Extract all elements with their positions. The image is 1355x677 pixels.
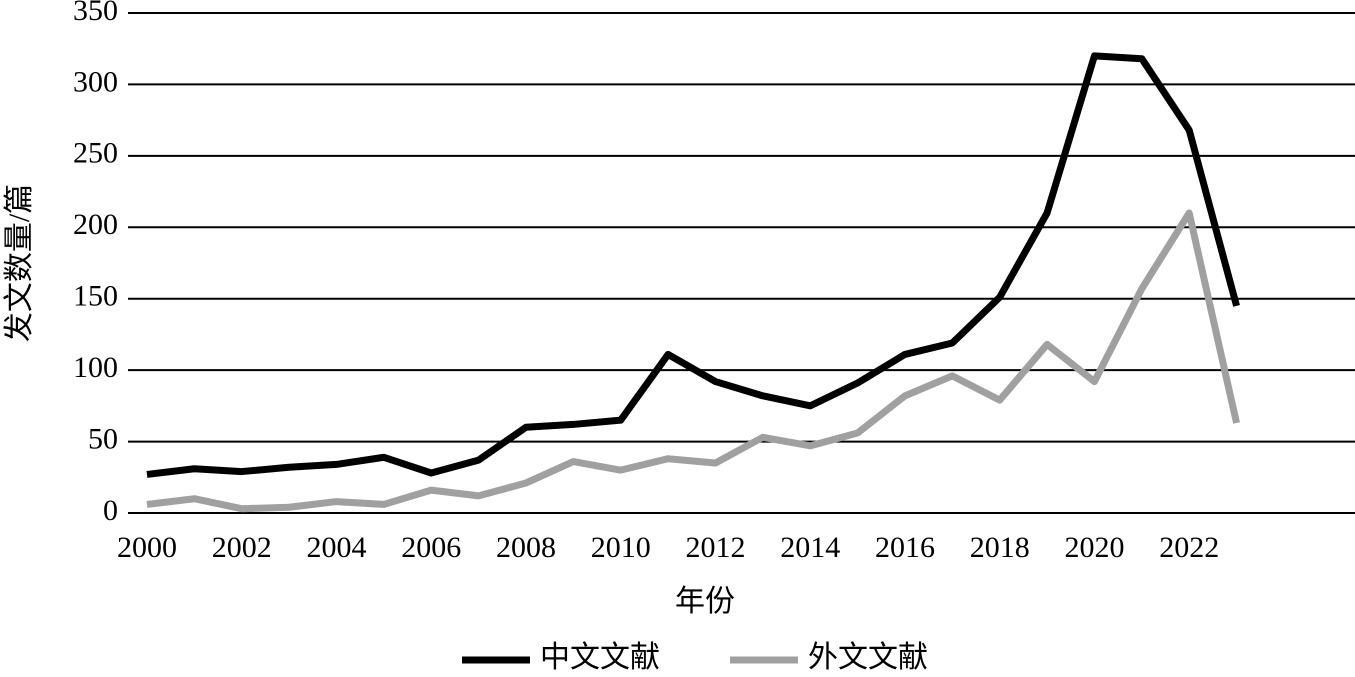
y-tick-label: 250 [73, 137, 118, 170]
legend-label: 外文文献 [808, 641, 928, 674]
y-tick-label: 0 [103, 494, 118, 527]
data-line [146, 52, 1240, 478]
x-tick-label: 2004 [306, 531, 366, 564]
legend-label: 中文文献 [540, 641, 660, 674]
x-tick-label: 2000 [117, 531, 177, 564]
x-tick-label: 2016 [875, 531, 935, 564]
x-tick-label: 2022 [1159, 531, 1219, 564]
x-tick-label: 2018 [970, 531, 1030, 564]
x-tick-label: 2010 [591, 531, 651, 564]
y-tick-label: 100 [73, 351, 118, 384]
x-tick-label: 2020 [1064, 531, 1124, 564]
x-axis-label: 年份 [675, 585, 735, 618]
x-tick-label: 2012 [685, 531, 745, 564]
y-tick-label: 50 [88, 422, 118, 455]
y-tick-label: 300 [73, 65, 118, 98]
x-tick-label: 2006 [401, 531, 461, 564]
x-tick-label: 2014 [780, 531, 840, 564]
x-tick-label: 2008 [496, 531, 556, 564]
data-line [146, 209, 1240, 513]
x-tick-label: 2002 [212, 531, 272, 564]
y-axis-label: 发文数量/篇 [3, 184, 36, 342]
y-tick-label: 200 [73, 208, 118, 241]
y-tick-label: 150 [73, 280, 118, 313]
y-tick-label: 350 [73, 0, 118, 27]
